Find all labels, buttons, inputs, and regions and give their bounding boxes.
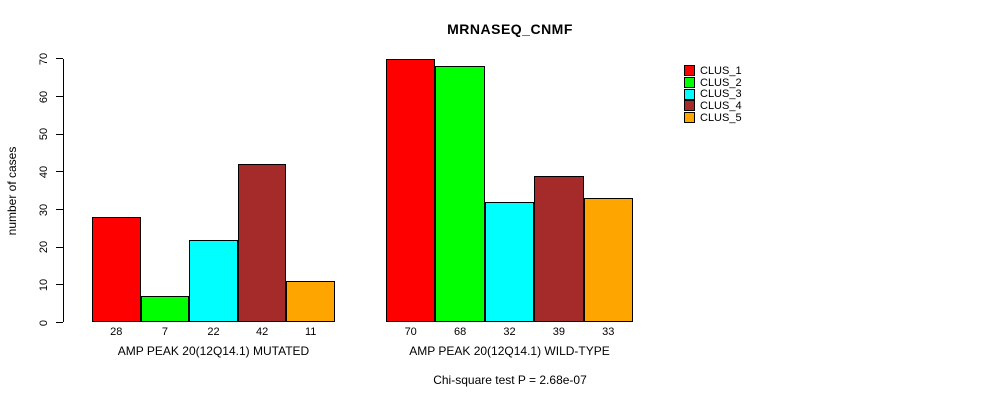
y-axis-tick: [56, 58, 63, 60]
chart-title: MRNASEQ_CNMF: [447, 21, 573, 37]
legend-swatch-clus_1: [684, 65, 695, 77]
legend-item-clus_2: CLUS_2: [684, 77, 742, 89]
bar-clus_5: [286, 281, 335, 323]
legend: CLUS_1 CLUS_2 CLUS_3 CLUS_4 CLUS_5: [684, 65, 742, 124]
bar-value-label: 28: [110, 326, 123, 338]
y-axis-line: [63, 58, 64, 323]
chi-square-annotation: Chi-square test P = 2.68e-07: [433, 373, 587, 387]
legend-label-clus_4: CLUS_4: [700, 99, 742, 112]
bar-value-label: 11: [304, 326, 317, 338]
legend-label-clus_2: CLUS_2: [700, 76, 742, 89]
category-label: AMP PEAK 20(12Q14.1) MUTATED: [117, 344, 310, 358]
y-axis-tick-label: 70: [38, 52, 50, 66]
y-axis-tick: [56, 96, 63, 98]
legend-label-clus_5: CLUS_5: [700, 111, 742, 124]
legend-label-clus_1: CLUS_1: [700, 64, 742, 77]
y-axis-tick-label: 30: [38, 203, 50, 216]
bar-clus_3: [189, 239, 238, 323]
legend-item-clus_3: CLUS_3: [684, 88, 742, 100]
bar-clus_1: [92, 217, 141, 323]
bar-value-label: 68: [453, 326, 467, 338]
legend-item-clus_1: CLUS_1: [684, 65, 742, 77]
legend-label-clus_3: CLUS_3: [700, 88, 742, 101]
y-axis-tick: [56, 171, 63, 173]
bar-clus_1: [386, 58, 436, 323]
y-axis-tick: [56, 246, 63, 248]
y-axis-label: number of cases: [5, 146, 19, 236]
y-axis-tick: [56, 284, 63, 286]
legend-swatch-clus_2: [684, 77, 695, 89]
legend-item-clus_4: CLUS_4: [684, 100, 742, 112]
y-axis-tick-label: 40: [38, 165, 50, 179]
y-axis-tick-label: 20: [38, 241, 50, 254]
bar-clus_2: [140, 296, 190, 323]
bar-clus_4: [534, 175, 584, 323]
y-axis-tick-label: 0: [38, 319, 50, 326]
bar-value-label: 42: [255, 326, 269, 338]
bar-value-label: 39: [552, 326, 565, 338]
bar-value-label: 32: [503, 326, 516, 338]
bar-clus_3: [484, 202, 535, 323]
y-axis-tick: [56, 209, 63, 211]
legend-swatch-clus_4: [684, 100, 695, 112]
bar-value-label: 33: [602, 326, 615, 338]
category-label: AMP PEAK 20(12Q14.1) WILD-TYPE: [409, 344, 610, 358]
y-axis-tick: [56, 133, 63, 135]
y-axis-tick-label: 50: [38, 128, 50, 141]
bar-clus_4: [237, 164, 287, 323]
bar-value-label: 22: [207, 326, 220, 338]
bar-value-label: 7: [161, 326, 168, 338]
y-axis-tick: [56, 322, 63, 323]
bar-clus_5: [583, 198, 633, 323]
y-axis-tick-label: 10: [38, 278, 50, 291]
bar-value-label: 70: [404, 326, 417, 338]
legend-swatch-clus_5: [684, 112, 695, 124]
legend-swatch-clus_3: [684, 88, 695, 100]
legend-item-clus_5: CLUS_5: [684, 112, 742, 124]
bar-clus_2: [435, 66, 485, 323]
y-axis-tick-label: 60: [38, 90, 50, 103]
